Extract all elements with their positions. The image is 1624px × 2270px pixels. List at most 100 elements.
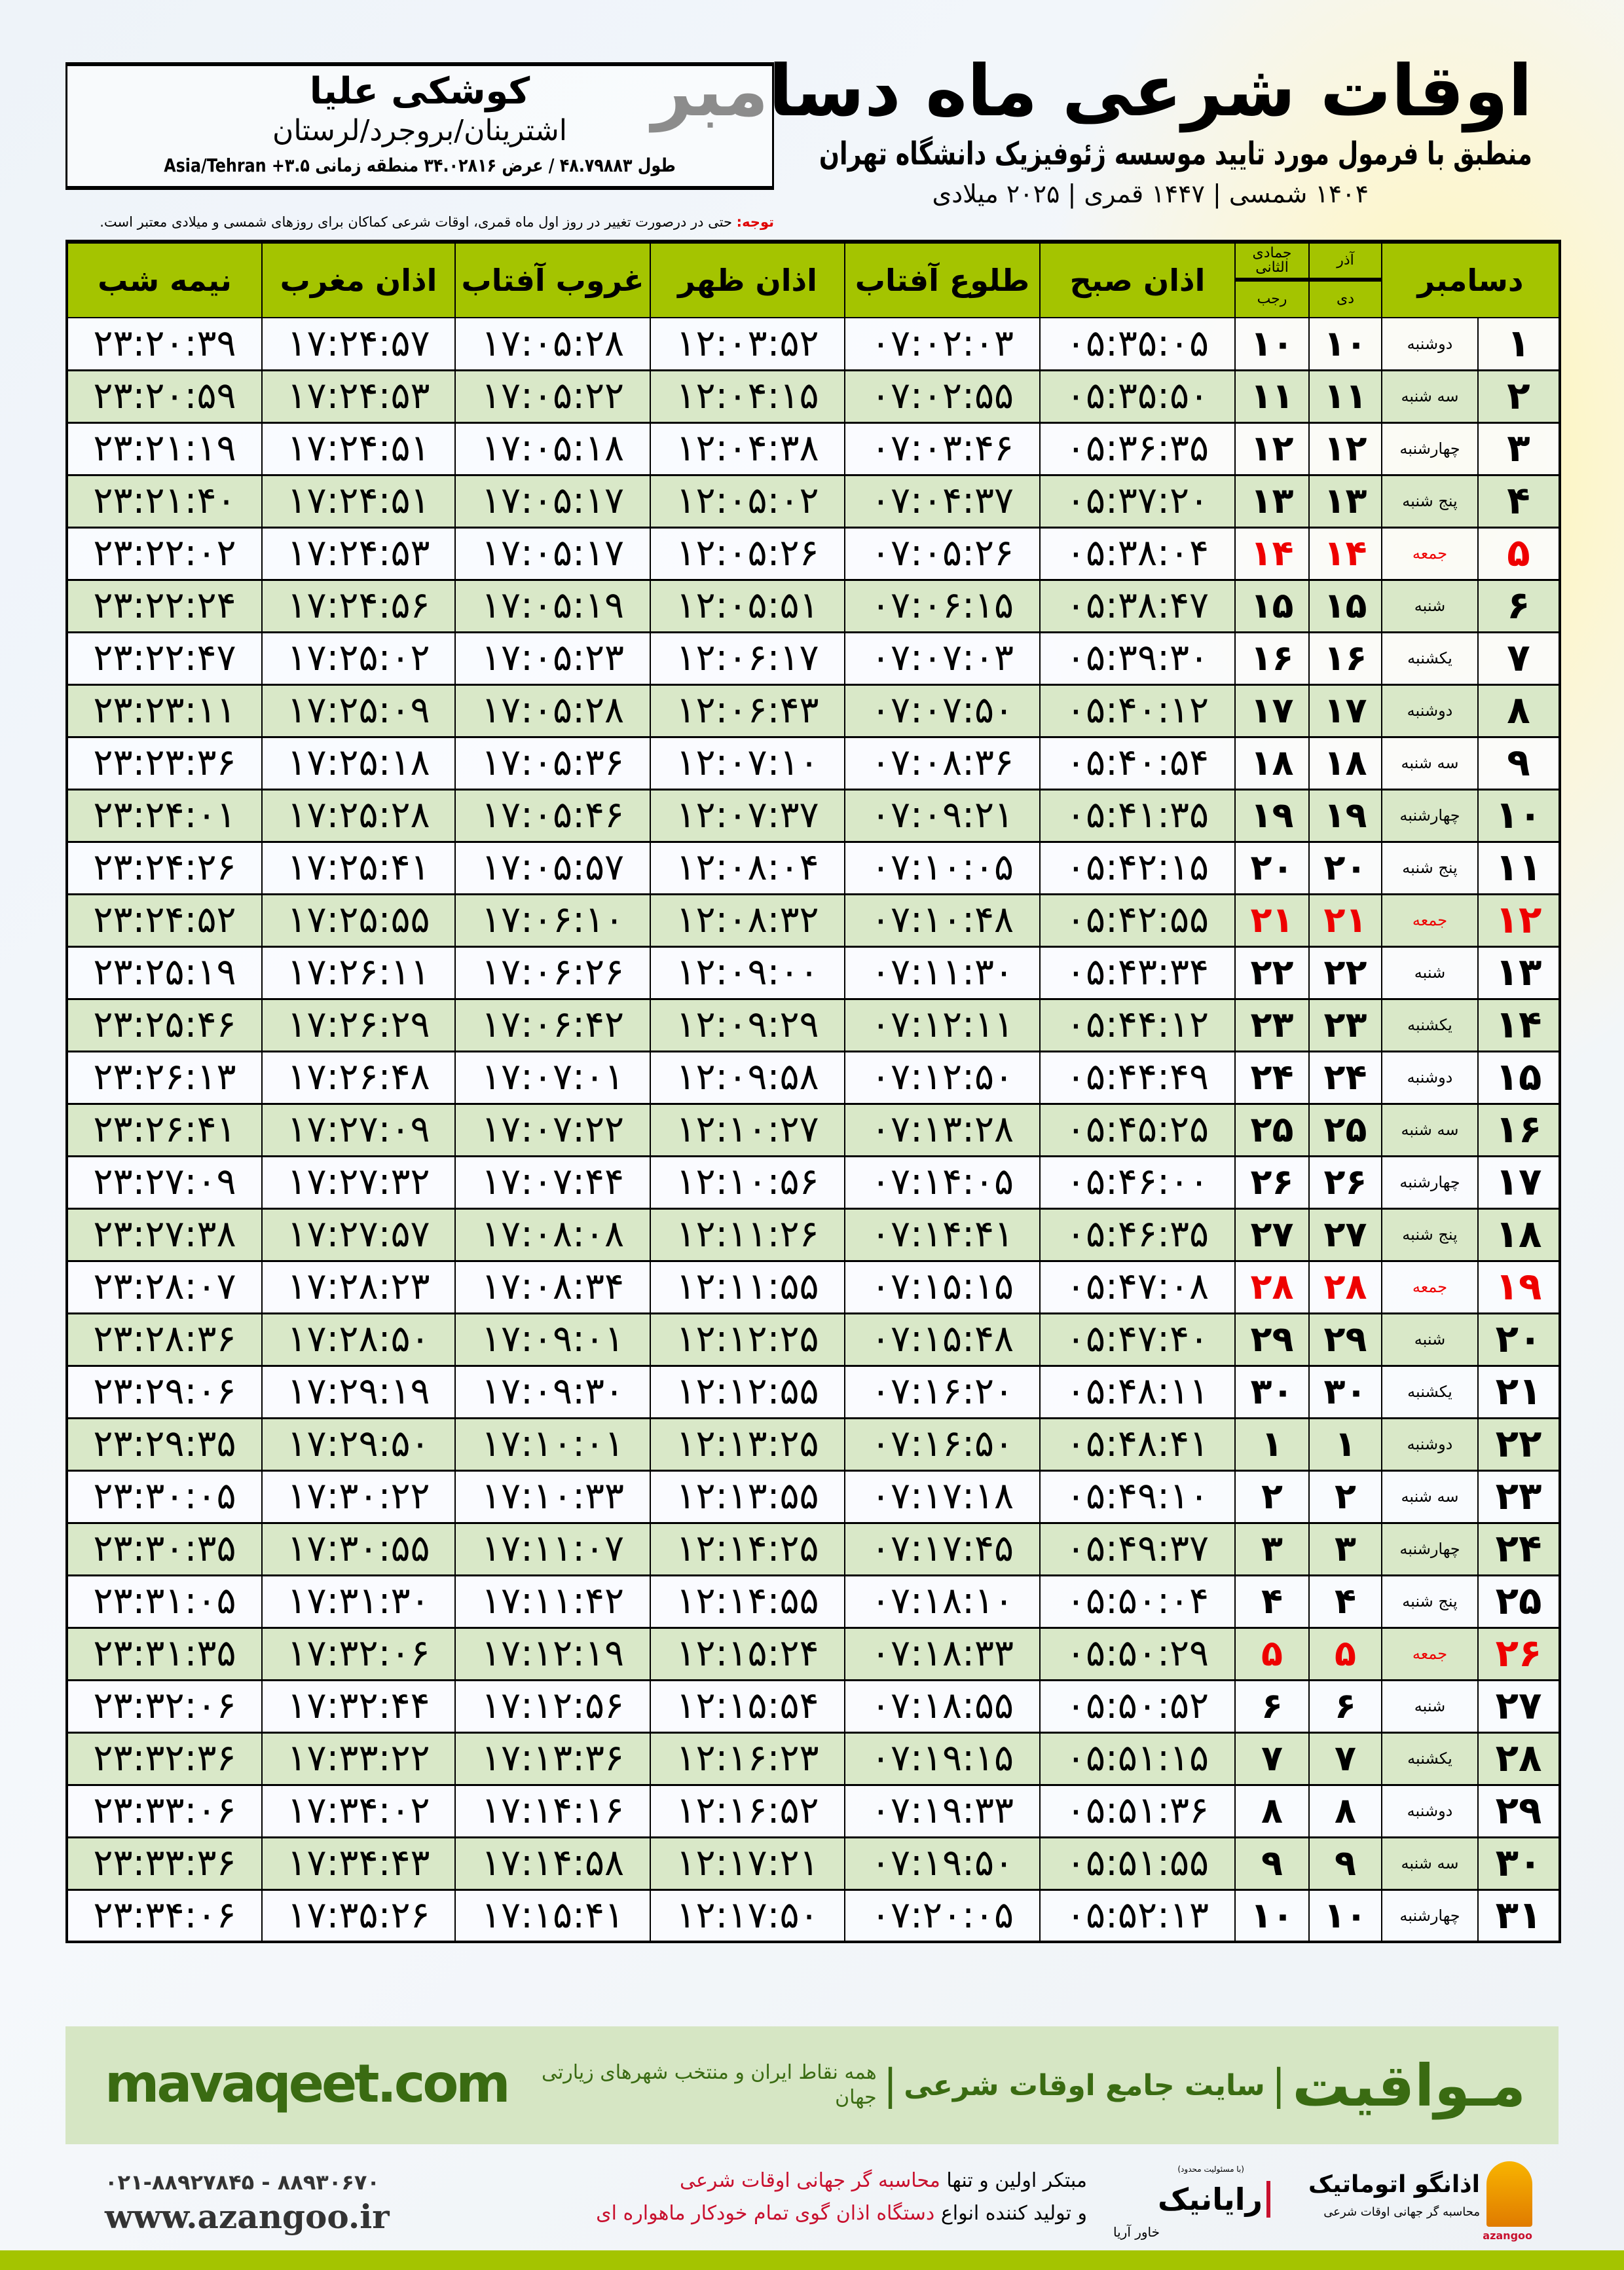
cell-dey: ۲۲ [1308, 946, 1382, 1000]
header-sunset: غروب آفتاب [454, 240, 651, 318]
table-row: ۲۷ شنبه ۶ ۶ ۰۵:۵۰:۵۲ ۰۷:۱۸:۵۵ ۱۲:۱۵:۵۴ ۱۷:۱۲:۵۶… [66, 1679, 1560, 1734]
cell-dey: ۱۵ [1308, 579, 1382, 633]
table-row: ۱۶ سه شنبه ۲۵ ۲۵ ۰۵:۴۵:۲۵ ۰۷:۱۳:۲۸ ۱۲:۱۰:۲۷ ۱۷:… [66, 1103, 1560, 1157]
cell-dey: ۹ [1308, 1836, 1382, 1891]
cell-maghrib: ۱۷:۳۱:۳۰ [261, 1574, 456, 1629]
table-row: ۳۱ چهارشنبه ۱۰ ۱۰ ۰۵:۵۲:۱۳ ۰۷:۲۰:۰۵ ۱۲:۱۷:۵۰ ۱۷… [66, 1889, 1560, 1943]
cell-dey: ۲۶ [1308, 1155, 1382, 1210]
cell-dhuhr: ۱۲:۱۲:۲۵ [650, 1312, 845, 1367]
cell-midnight: ۲۳:۲۴:۰۱ [66, 789, 263, 843]
cell-dhuhr: ۱۲:۰۴:۱۵ [650, 369, 845, 424]
raianik-note: (با مسئولیت محدود) [1177, 2165, 1244, 2174]
table-row: ۵ جمعه ۱۴ ۱۴ ۰۵:۳۸:۰۴ ۰۷:۰۵:۲۶ ۱۲:۰۵:۲۶ ۱۷:۰۵:۱… [66, 527, 1560, 581]
cell-weekday: یکشنبه [1381, 998, 1479, 1052]
cell-dey: ۳ [1308, 1522, 1382, 1576]
cell-weekday: یکشنبه [1381, 631, 1479, 686]
table-row: ۲۱ یکشنبه ۳۰ ۳۰ ۰۵:۴۸:۱۱ ۰۷:۱۶:۲۰ ۱۲:۱۲:۵۵ ۱۷:۰… [66, 1365, 1560, 1419]
cell-day: ۲۲ [1477, 1417, 1560, 1472]
cell-day: ۲۵ [1477, 1574, 1560, 1629]
cell-day: ۹ [1477, 736, 1560, 791]
cell-sunset: ۱۷:۰۸:۰۸ [454, 1208, 651, 1262]
cell-sunrise: ۰۷:۰۸:۳۶ [844, 736, 1041, 791]
cell-rajab: ۲۸ [1234, 1260, 1310, 1314]
cell-midnight: ۲۳:۲۳:۳۶ [66, 736, 263, 791]
cell-dey: ۵ [1308, 1627, 1382, 1681]
cell-weekday: دوشنبه [1381, 1784, 1479, 1838]
cell-fajr: ۰۵:۴۸:۱۱ [1039, 1365, 1236, 1419]
cell-fajr: ۰۵:۴۴:۱۲ [1039, 998, 1236, 1052]
cell-sunrise: ۰۷:۰۳:۴۶ [844, 422, 1041, 476]
cell-dey: ۱۷ [1308, 684, 1382, 738]
cell-weekday: یکشنبه [1381, 1732, 1479, 1786]
cell-dey: ۱۰ [1308, 1889, 1382, 1943]
raianik-logo-sub: خاور آریا [1113, 2224, 1160, 2240]
cell-dhuhr: ۱۲:۰۹:۲۹ [650, 998, 845, 1052]
cell-rajab: ۲۳ [1234, 998, 1310, 1052]
table-row: ۲۹ دوشنبه ۸ ۸ ۰۵:۵۱:۳۶ ۰۷:۱۹:۳۳ ۱۲:۱۶:۵۲ ۱۷:۱۴:… [66, 1784, 1560, 1838]
table-row: ۱ دوشنبه ۱۰ ۱۰ ۰۵:۳۵:۰۵ ۰۷:۰۲:۰۳ ۱۲:۰۳:۵۲ ۱۷:۰۵… [66, 317, 1560, 371]
cell-day: ۸ [1477, 684, 1560, 738]
cell-midnight: ۲۳:۲۵:۴۶ [66, 998, 263, 1052]
table-row: ۶ شنبه ۱۵ ۱۵ ۰۵:۳۸:۴۷ ۰۷:۰۶:۱۵ ۱۲:۰۵:۵۱ ۱۷:۰۵:۱… [66, 579, 1560, 633]
header-sunrise: طلوع آفتاب [844, 240, 1041, 318]
cell-fajr: ۰۵:۳۹:۳۰ [1039, 631, 1236, 686]
cell-midnight: ۲۳:۲۴:۵۲ [66, 893, 263, 948]
cell-dey: ۲ [1308, 1470, 1382, 1524]
site-link[interactable]: mavaqeet.com [105, 2053, 511, 2114]
logos: اذانگو اتوماتیک محاسبه گر جهانی اوقات شر… [1113, 2161, 1532, 2242]
cell-maghrib: ۱۷:۲۶:۴۸ [261, 1051, 456, 1105]
cell-weekday: دوشنبه [1381, 684, 1479, 738]
cell-sunset: ۱۷:۰۵:۲۲ [454, 369, 651, 424]
cell-rajab: ۱۵ [1234, 579, 1310, 633]
cell-sunset: ۱۷:۰۹:۰۱ [454, 1312, 651, 1367]
cell-fajr: ۰۵:۴۴:۴۹ [1039, 1051, 1236, 1105]
cell-weekday: چهارشنبه [1381, 789, 1479, 843]
cell-sunset: ۱۷:۰۵:۲۸ [454, 684, 651, 738]
azangoo-link[interactable]: www.azangoo.ir [105, 2197, 390, 2236]
table-row: ۱۹ جمعه ۲۸ ۲۸ ۰۵:۴۷:۰۸ ۰۷:۱۵:۱۵ ۱۲:۱۱:۵۵ ۱۷:۰۸:… [66, 1260, 1560, 1314]
cell-dhuhr: ۱۲:۱۷:۲۱ [650, 1836, 845, 1891]
cell-fajr: ۰۵:۴۷:۰۸ [1039, 1260, 1236, 1314]
cell-sunset: ۱۷:۰۹:۳۰ [454, 1365, 651, 1419]
cell-fajr: ۰۵:۴۶:۰۰ [1039, 1155, 1236, 1210]
cell-sunset: ۱۷:۰۵:۴۶ [454, 789, 651, 843]
cell-dhuhr: ۱۲:۰۸:۰۴ [650, 841, 845, 895]
cell-day: ۱۸ [1477, 1208, 1560, 1262]
cell-rajab: ۲ [1234, 1470, 1310, 1524]
location-coords: طول ۴۸.۷۹۸۸۳ / عرض ۳۴.۰۲۸۱۶ منطقه زمانی … [164, 155, 676, 176]
cell-rajab: ۳۰ [1234, 1365, 1310, 1419]
cell-dey: ۲۴ [1308, 1051, 1382, 1105]
cell-sunset: ۱۷:۰۶:۱۰ [454, 893, 651, 948]
cell-dhuhr: ۱۲:۱۰:۲۷ [650, 1103, 845, 1157]
cell-midnight: ۲۳:۳۳:۳۶ [66, 1836, 263, 1891]
cell-sunrise: ۰۷:۱۳:۲۸ [844, 1103, 1041, 1157]
cell-dey: ۲۵ [1308, 1103, 1382, 1157]
cell-weekday: سه شنبه [1381, 1103, 1479, 1157]
cell-sunset: ۱۷:۰۵:۱۹ [454, 579, 651, 633]
header-midnight: نیمه شب [66, 240, 263, 318]
cell-midnight: ۲۳:۲۱:۱۹ [66, 422, 263, 476]
cell-sunrise: ۰۷:۱۵:۱۵ [844, 1260, 1041, 1314]
cell-rajab: ۱۱ [1234, 369, 1310, 424]
cell-dhuhr: ۱۲:۰۵:۲۶ [650, 527, 845, 581]
cell-day: ۲۰ [1477, 1312, 1560, 1367]
cell-dey: ۱۱ [1308, 369, 1382, 424]
header-dhuhr: اذان ظهر [650, 240, 845, 318]
cell-fajr: ۰۵:۴۹:۱۰ [1039, 1470, 1236, 1524]
cell-midnight: ۲۳:۳۰:۰۵ [66, 1470, 263, 1524]
cell-dey: ۳۰ [1308, 1365, 1382, 1419]
cell-maghrib: ۱۷:۳۴:۴۳ [261, 1836, 456, 1891]
cell-maghrib: ۱۷:۲۵:۵۵ [261, 893, 456, 948]
cell-day: ۲ [1477, 369, 1560, 424]
separator: | [1271, 2061, 1286, 2110]
cell-sunrise: ۰۷:۲۰:۰۵ [844, 1889, 1041, 1943]
cell-fajr: ۰۵:۴۶:۳۵ [1039, 1208, 1236, 1262]
brand-subtitle: سایت جامع اوقات شرعی [904, 2068, 1265, 2102]
cell-day: ۱ [1477, 317, 1560, 371]
table-row: ۲۸ یکشنبه ۷ ۷ ۰۵:۵۱:۱۵ ۰۷:۱۹:۱۵ ۱۲:۱۶:۲۳ ۱۷:۱۳:… [66, 1732, 1560, 1786]
table-row: ۲۰ شنبه ۲۹ ۲۹ ۰۵:۴۷:۴۰ ۰۷:۱۵:۴۸ ۱۲:۱۲:۲۵ ۱۷:۰۹:… [66, 1312, 1560, 1367]
table-row: ۳۰ سه شنبه ۹ ۹ ۰۵:۵۱:۵۵ ۰۷:۱۹:۵۰ ۱۲:۱۷:۲۱ ۱۷:۱۴… [66, 1836, 1560, 1891]
cell-sunrise: ۰۷:۰۶:۱۵ [844, 579, 1041, 633]
cell-maghrib: ۱۷:۳۴:۰۲ [261, 1784, 456, 1838]
cell-midnight: ۲۳:۲۴:۲۶ [66, 841, 263, 895]
